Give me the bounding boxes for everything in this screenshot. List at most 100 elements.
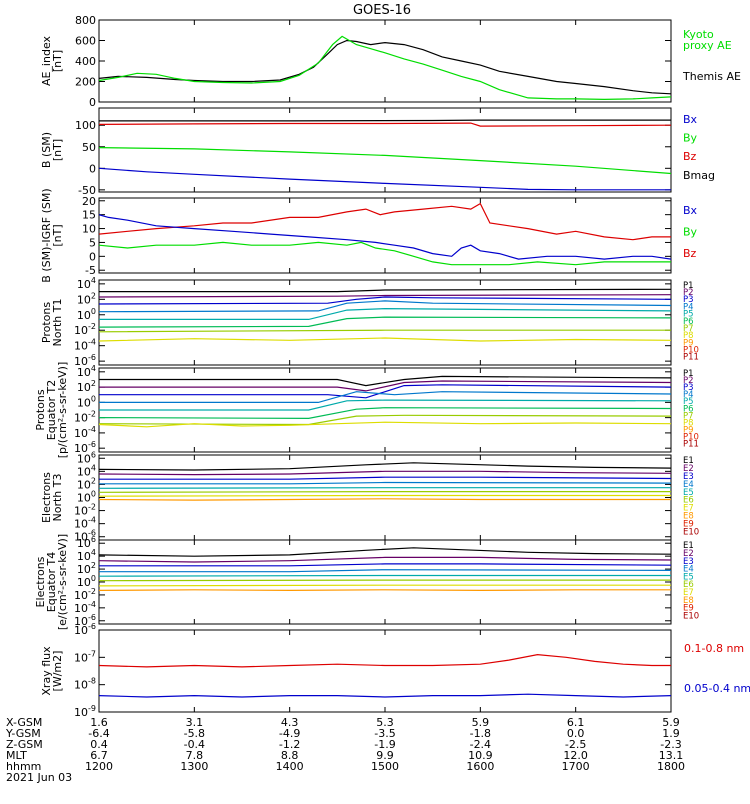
y-tick-exponent: 2 [91, 379, 96, 388]
panel-frame [98, 197, 672, 274]
ephemeris-value: 5.3 [376, 716, 394, 729]
y-tick-exponent: -6 [88, 353, 96, 362]
y-axis-label: B (SM) [40, 132, 53, 168]
y-tick-exponent: 2 [91, 561, 96, 570]
y-tick-label: 10-4 [74, 425, 96, 440]
ephemeris-value: 10.9 [468, 749, 493, 762]
ephemeris-value: -2.3 [660, 738, 681, 751]
y-tick-exponent: -6 [88, 440, 96, 449]
y-axis-label: [nT] [51, 50, 64, 72]
ephemeris-value: 1.6 [90, 716, 108, 729]
legend-entry: Bx [683, 113, 698, 126]
y-tick-exponent: -2 [88, 322, 96, 331]
legend-entry: E9 [683, 519, 694, 529]
y-tick-label: 102 [77, 291, 96, 306]
y-tick-exponent: -4 [88, 338, 96, 347]
legend-entry: P10 [683, 433, 699, 443]
legend-entry: P1 [683, 369, 694, 379]
legend-entry: P10 [683, 345, 699, 355]
ephemeris-value: 0.0 [567, 727, 585, 740]
series-line-7 [99, 414, 671, 426]
ephemeris-value: 1700 [562, 760, 590, 773]
legend-entry: E3 [683, 557, 694, 567]
series-line-3 [99, 147, 671, 175]
legend-entry: P3 [683, 295, 694, 305]
series-line-2 [99, 214, 671, 260]
ephemeris-value: -2.4 [470, 738, 491, 751]
y-tick-exponent: 0 [91, 490, 96, 499]
y-axis-label: North T1 [51, 299, 64, 347]
ephemeris-value: 3.1 [186, 716, 204, 729]
legend-entry: E10 [683, 527, 699, 537]
legend-entry: P4 [683, 390, 694, 400]
y-axis-label: [nT] [51, 224, 64, 246]
y-tick-label: 10-2 [74, 322, 96, 337]
legend-entry: P5 [683, 397, 694, 407]
ephemeris-row-label: X-GSM [6, 716, 42, 729]
legend-entry: E2 [683, 464, 694, 474]
legend-entry: By [683, 226, 698, 239]
legend-entry: P9 [683, 338, 694, 348]
y-tick-label: 0 [89, 162, 96, 175]
y-tick-exponent: 6 [91, 450, 96, 459]
y-tick-exponent: 4 [91, 276, 96, 285]
legend-entry: P11 [683, 440, 699, 450]
series-line-4 [99, 481, 671, 485]
y-tick-exponent: 2 [91, 476, 96, 485]
legend-entry: Kyoto [683, 28, 714, 41]
ephemeris-value: 1200 [85, 760, 113, 773]
legend-entry: 0.05-0.4 nm [684, 682, 750, 695]
series-line-7 [99, 329, 671, 333]
series-line-4 [99, 300, 671, 313]
y-tick-exponent: -6 [88, 622, 96, 631]
y-axis-label: AE_index [40, 35, 53, 86]
panel-frame [98, 539, 672, 625]
legend-entry: E6 [683, 580, 694, 590]
ephemeris-value: 6.7 [90, 749, 108, 762]
legend-entry: Themis AE [682, 70, 741, 83]
y-tick-exponent: -8 [88, 677, 96, 686]
y-tick-exponent: -4 [88, 516, 96, 525]
y-tick-label: 200 [75, 76, 96, 89]
ephemeris-value: 1600 [466, 760, 494, 773]
y-tick-exponent: -2 [88, 503, 96, 512]
series-line-1 [99, 462, 671, 471]
ephemeris-value: 1400 [276, 760, 304, 773]
legend-entry: Bx [683, 204, 698, 217]
ephemeris-row-label: MLT [6, 749, 27, 762]
y-tick-label: 50 [82, 141, 96, 154]
y-tick-label: 15 [82, 209, 96, 222]
legend-entry: 0.1-0.8 nm [684, 642, 744, 655]
legend-entry: P7 [683, 411, 694, 421]
series-line-8 [99, 421, 671, 428]
y-axis-label: Electrons [34, 556, 47, 607]
y-axis-label: North T3 [51, 474, 64, 522]
series-line-8 [99, 337, 671, 342]
y-tick-label: 400 [75, 55, 96, 68]
y-axis-label: Electrons [40, 472, 53, 523]
ephemeris-value: 1500 [371, 760, 399, 773]
series-line-1 [99, 202, 671, 241]
ephemeris-value: -1.8 [470, 727, 491, 740]
legend-entry: P8 [683, 331, 694, 341]
y-tick-label: 600 [75, 35, 96, 48]
ephemeris-row-label: Y-GSM [5, 727, 41, 740]
legend-entry: E8 [683, 596, 694, 606]
series-line-3 [99, 476, 671, 480]
ephemeris-value: 5.9 [472, 716, 490, 729]
y-tick-exponent: -6 [88, 529, 96, 538]
y-tick-label: -50 [78, 184, 96, 197]
legend-entry: P6 [683, 317, 694, 327]
legend-entry: E8 [683, 512, 694, 522]
ephemeris-value: -1.2 [279, 738, 300, 751]
y-axis-label: [e/(cm²-s-sr-keV)] [56, 534, 69, 630]
series-line-2 [99, 556, 671, 563]
legend-entry: E4 [683, 565, 694, 575]
y-tick-label: 10-2 [74, 410, 96, 425]
y-tick-exponent: 4 [91, 364, 96, 373]
y-tick-label: 10-6 [74, 622, 96, 637]
series-line-2 [99, 380, 671, 392]
